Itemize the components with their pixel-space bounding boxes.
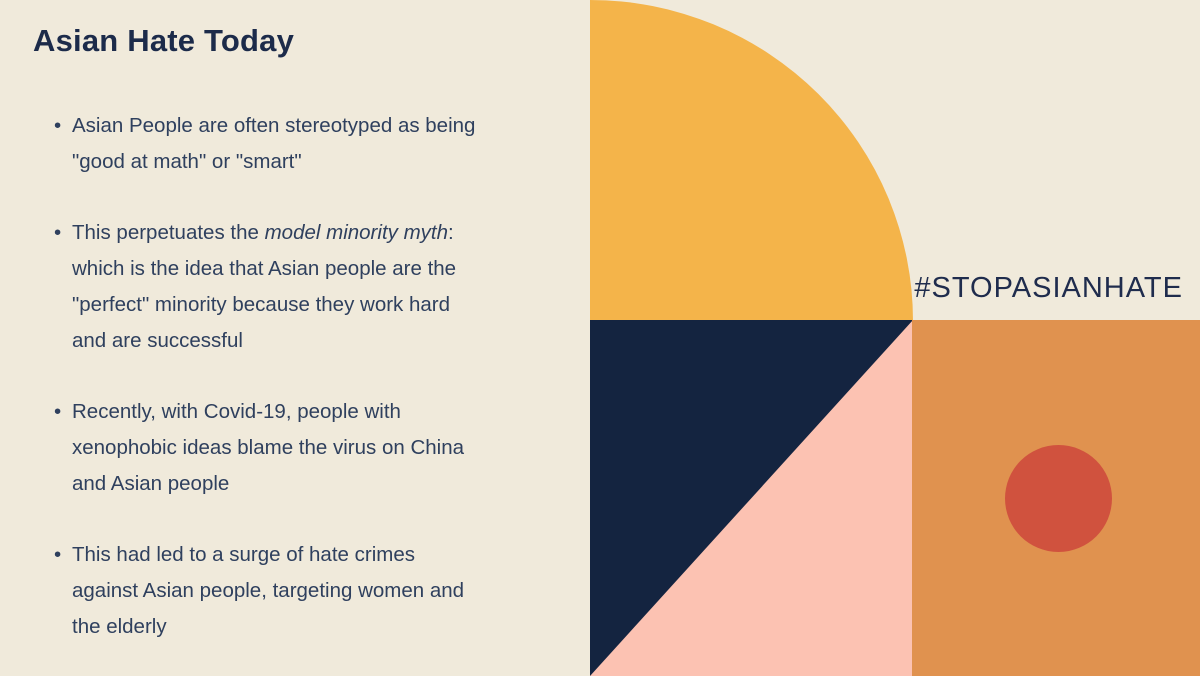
bullet-list: Asian People are often stereotyped as be…: [54, 108, 572, 645]
bullet-item-model-minority: This perpetuates the model minority myth…: [54, 215, 572, 359]
stop-asian-hate-hashtag-label: #STOPASIANHATE: [914, 272, 1183, 304]
bullet-text-post: : which is the idea that Asian people ar…: [72, 221, 457, 352]
bullet-item-stereotype: Asian People are often stereotyped as be…: [54, 108, 572, 180]
bullet-text-pre: This perpetuates the: [72, 221, 265, 244]
yellow-quarter-circle-shape: [590, 0, 913, 321]
red-circle-shape: [1005, 445, 1112, 552]
bullet-item-hate-crimes: This had led to a surge of hate crimes a…: [54, 537, 572, 645]
slide-title: Asian Hate Today: [33, 23, 295, 58]
bullet-item-covid: Recently, with Covid-19, people with xen…: [54, 394, 572, 502]
bullet-text-italic: model minority myth: [264, 221, 449, 244]
